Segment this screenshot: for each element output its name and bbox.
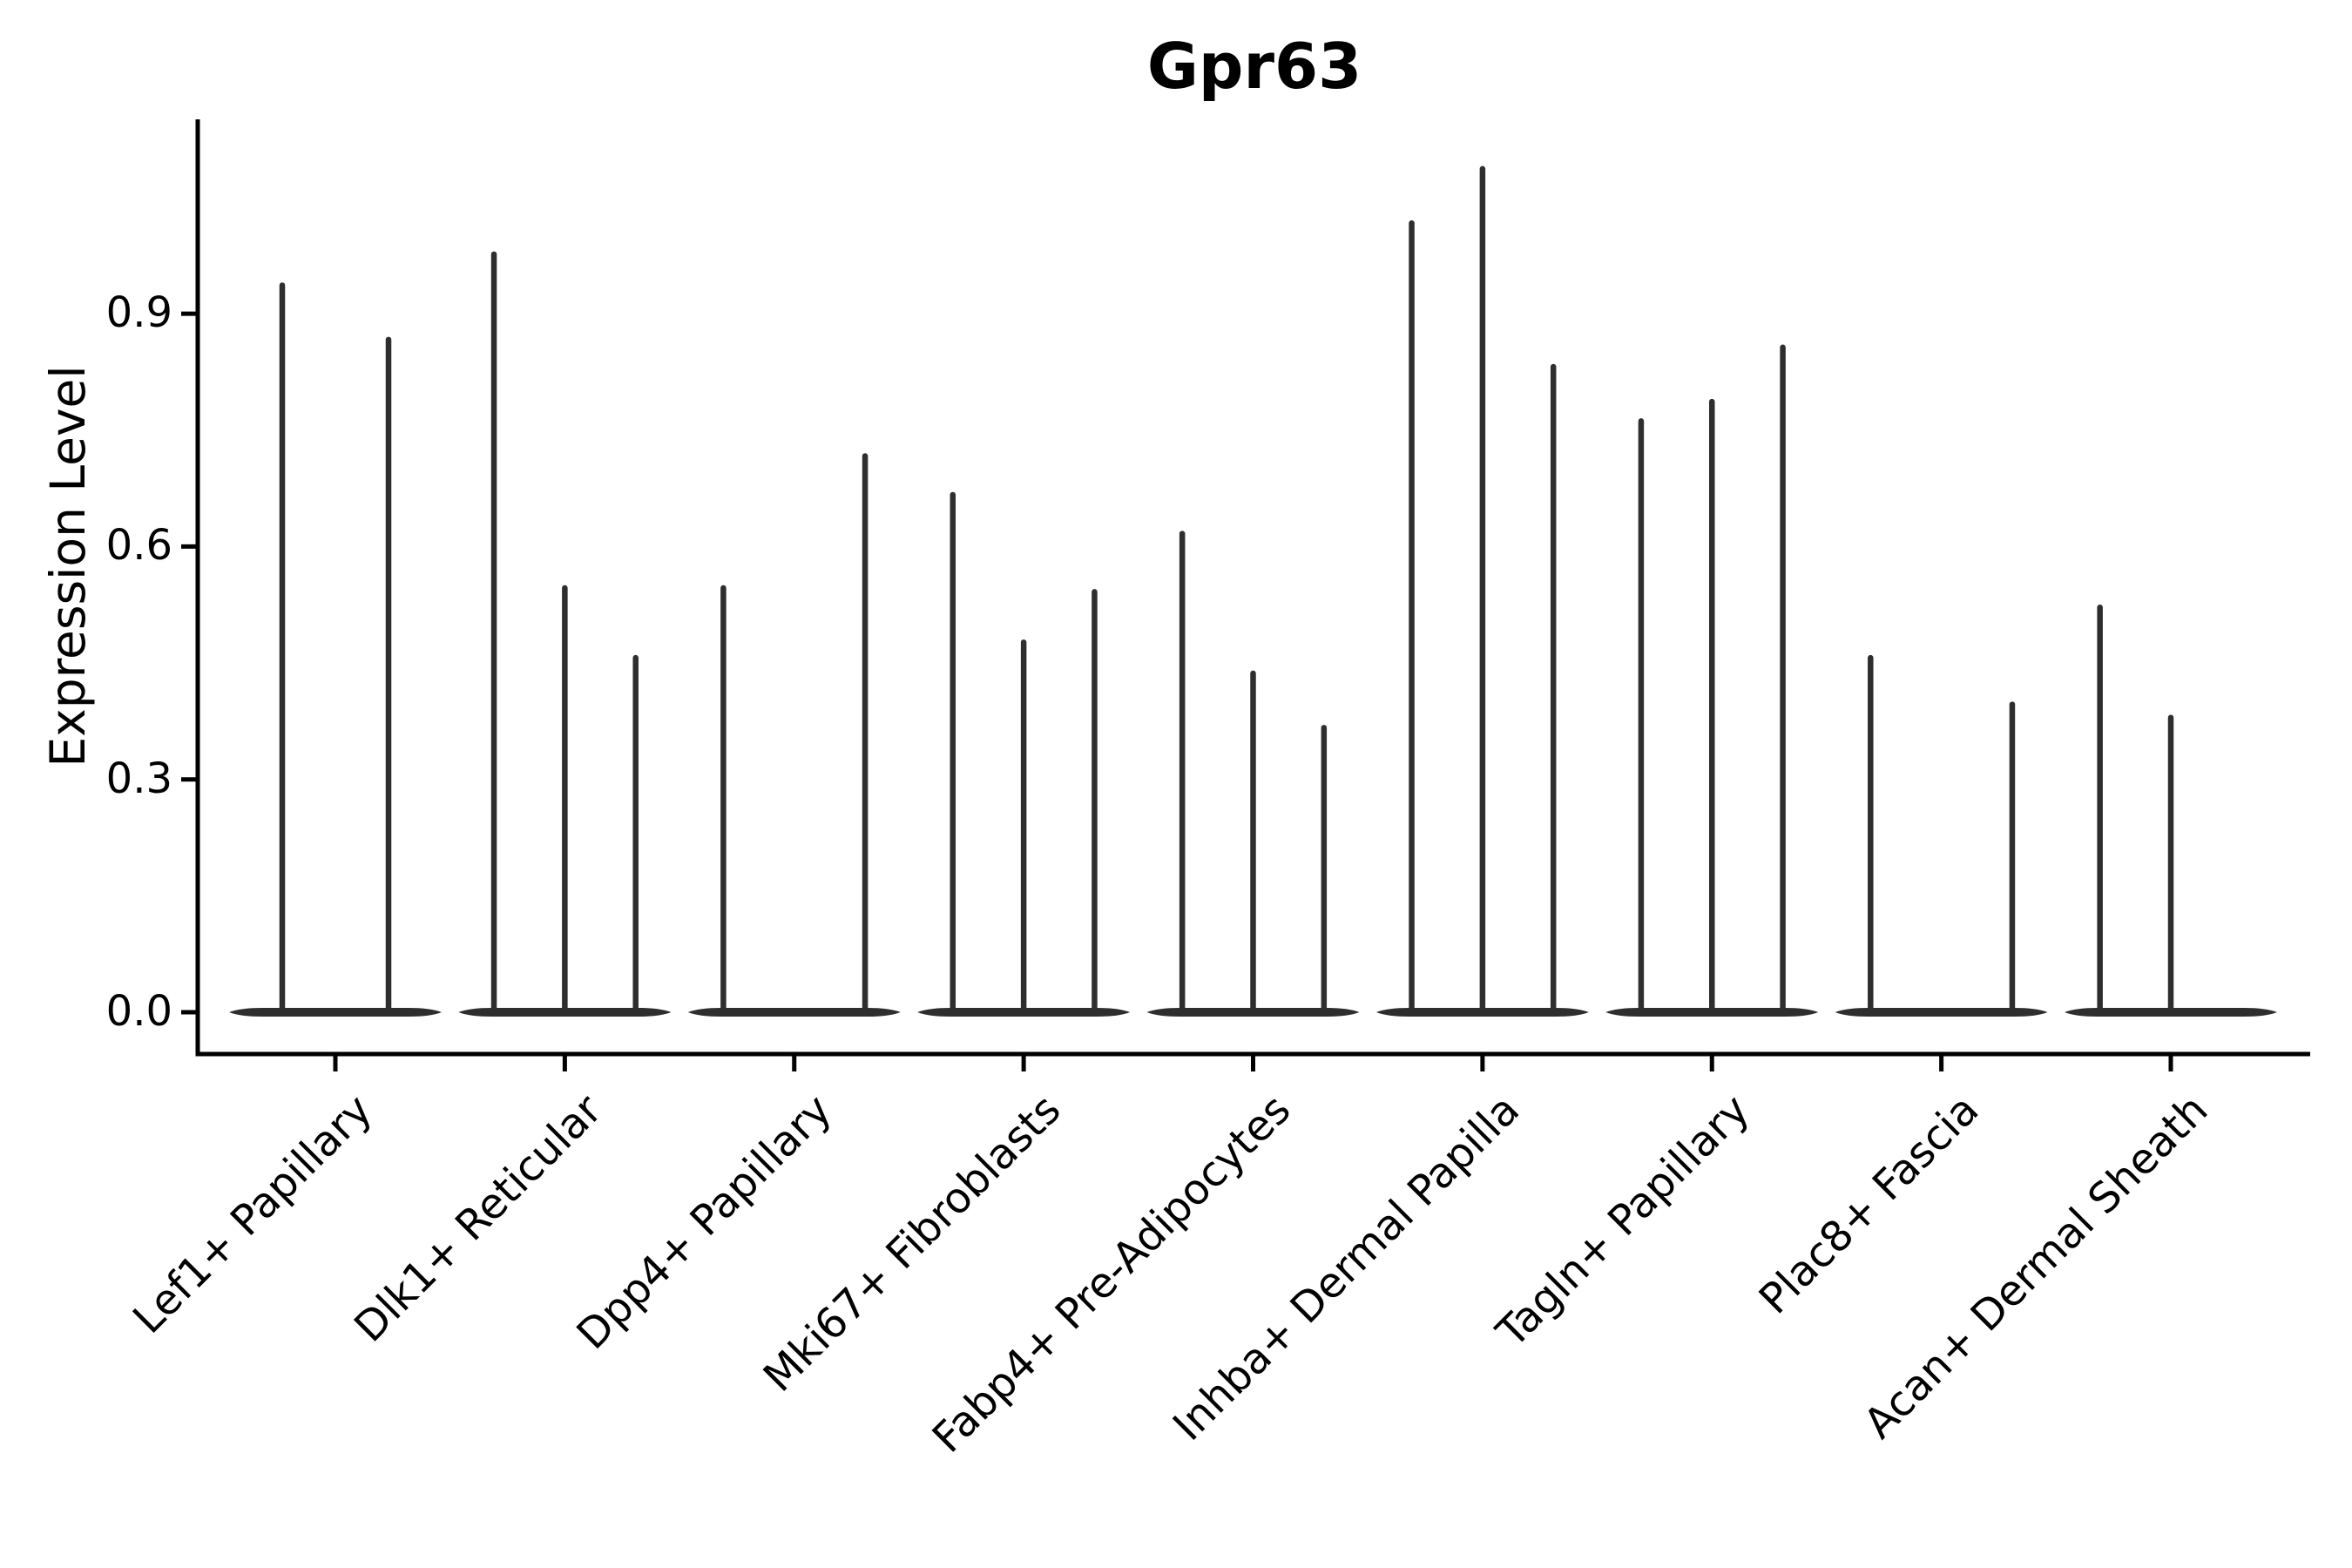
chart-title: Gpr63 xyxy=(1146,30,1362,103)
y-tick-label: 0.6 xyxy=(105,521,172,571)
y-tick-label: 0.0 xyxy=(105,987,172,1036)
violin-base xyxy=(229,1008,442,1017)
y-tick-label: 0.9 xyxy=(105,288,172,338)
violin-base xyxy=(687,1008,901,1017)
y-tick-label: 0.3 xyxy=(105,754,172,803)
violin-base xyxy=(1835,1008,2048,1017)
